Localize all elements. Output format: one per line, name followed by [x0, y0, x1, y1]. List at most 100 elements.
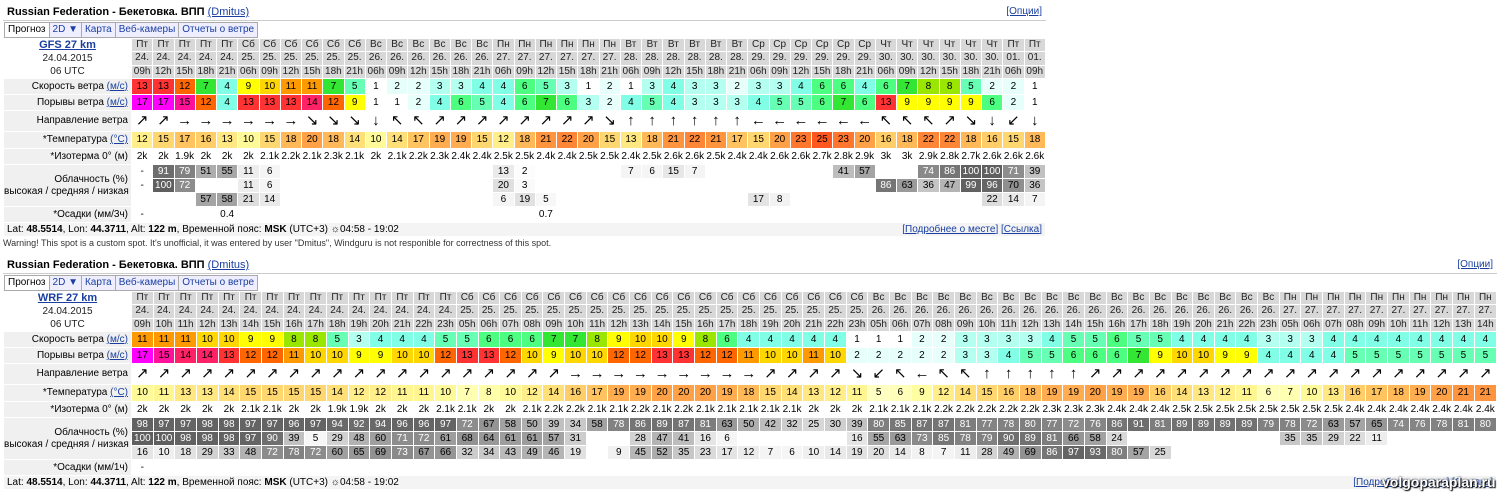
day-cell: Вс — [1213, 290, 1237, 306]
row-label: Скорость ветра (м/с) — [3, 331, 132, 348]
date-cell: 27. — [1452, 304, 1475, 319]
model-name[interactable]: WRF 27 km — [37, 292, 98, 305]
plain-cell: 3k — [895, 148, 919, 165]
hour-cell: 06h — [237, 64, 260, 80]
dir-cell: ↗ — [513, 110, 536, 132]
cloud-cell — [555, 192, 579, 207]
plain-cell — [917, 206, 940, 223]
temp-cell: 13 — [1192, 384, 1215, 402]
user-link[interactable]: (Dmitus) — [207, 259, 250, 271]
cloud-cell: 61 — [499, 431, 522, 446]
hour-cell: 16h — [1105, 317, 1129, 333]
day-cell: Пт — [282, 290, 306, 306]
temp-cell: 20 — [853, 131, 876, 149]
plain-cell — [895, 206, 919, 223]
wind-cell: 2 — [932, 331, 955, 348]
tab[interactable]: Отчеты о ветре — [178, 274, 259, 291]
cloud-cell — [385, 192, 409, 207]
tab[interactable]: Веб-камеры — [114, 21, 180, 38]
cloud-cell — [874, 164, 898, 179]
wind-cell: 8 — [304, 331, 327, 348]
cloud-cell: 63 — [1322, 417, 1345, 432]
cloud-cell: 14 — [824, 445, 847, 460]
cloud-cell: 39 — [845, 417, 869, 432]
day-cell: Пт — [152, 37, 175, 53]
unit-link[interactable]: (м/с) — [106, 349, 128, 361]
cloud-cell: 49 — [997, 445, 1020, 460]
temp-cell: 15 — [260, 384, 284, 402]
day-cell: Вс — [364, 37, 388, 53]
plain-cell: 2.2k — [542, 401, 566, 418]
hour-cell: 12h — [789, 64, 813, 80]
day-cell: Пн — [577, 37, 600, 53]
tab[interactable]: Отчеты о ветре — [178, 21, 259, 38]
footer-link[interactable]: [Подробнее о месте] — [1353, 476, 1450, 488]
temp-cell: 22 — [555, 131, 579, 149]
hour-cell: 14h — [650, 317, 674, 333]
date-cell: 25. — [237, 51, 260, 66]
footer-link[interactable]: [Ссылка] — [1001, 223, 1042, 235]
cloud-cell: 64 — [477, 431, 501, 446]
options-link[interactable]: [Опции] — [1006, 6, 1042, 17]
cloud-cell: 11 — [237, 164, 260, 179]
wind-cell: 6 — [1105, 347, 1129, 364]
hour-cell: 11h — [585, 317, 609, 333]
hour-cell: 14h — [239, 317, 262, 333]
wind-cell: 6 — [477, 331, 501, 348]
cloud-cell — [789, 164, 813, 179]
cloud-cell: 25 — [1148, 445, 1172, 460]
unit-link[interactable]: (м/с) — [106, 96, 128, 108]
plain-cell — [513, 206, 536, 223]
wind-cell: 5 — [1365, 347, 1389, 364]
cloud-cell: 63 — [895, 178, 919, 193]
cloud-cell: 86 — [874, 178, 898, 193]
dir-cell: ↖ — [874, 110, 898, 132]
tab[interactable]: Карта — [80, 21, 116, 38]
wind-cell: 13 — [152, 78, 175, 95]
unit-link[interactable]: (°C) — [110, 134, 128, 145]
temp-cell: 17 — [173, 131, 196, 149]
wind-cell: 3 — [449, 78, 473, 95]
cloud-cell: 31 — [564, 431, 587, 446]
cloud-cell — [364, 164, 388, 179]
tab[interactable]: Карта — [80, 274, 116, 291]
temp-cell: 17 — [407, 131, 430, 149]
cloud-cell: 57 — [194, 192, 218, 207]
user-link[interactable]: (Dmitus) — [207, 6, 250, 18]
footer-text: (UTC+3) ☼ — [286, 476, 340, 488]
dir-cell: ↖ — [407, 110, 430, 132]
tab[interactable]: 2D ▼ — [48, 21, 82, 38]
row-label-text: Скорость ветра — [31, 80, 104, 92]
cloud-cell: 77 — [1040, 417, 1064, 432]
model-name[interactable]: GFS 27 km — [39, 39, 96, 52]
hour-cell: 19h — [1170, 317, 1194, 333]
plain-cell: 2.1k — [258, 148, 281, 165]
temp-cell: 19 — [1127, 384, 1150, 402]
footer-link[interactable]: [Подробнее о месте] — [902, 223, 999, 235]
unit-link[interactable]: (°C) — [110, 387, 128, 398]
day-cell: Пт — [369, 290, 392, 306]
wind-cell: 9 — [369, 347, 392, 364]
unit-link[interactable]: (м/с) — [106, 333, 128, 345]
cloud-cell — [173, 192, 196, 207]
wind-cell: 4 — [1257, 347, 1280, 364]
unit-link[interactable]: (м/с) — [106, 80, 128, 92]
plain-cell: 2.6k — [1023, 148, 1046, 165]
date-cell: 26. — [1257, 304, 1280, 319]
tab[interactable]: 2D ▼ — [48, 274, 82, 291]
temp-cell: 19 — [715, 384, 739, 402]
wind-cell: 2 — [867, 347, 890, 364]
options-link[interactable]: [Опции] — [1457, 259, 1493, 270]
temp-cell: 21 — [704, 131, 728, 149]
tab[interactable]: Прогноз — [4, 21, 50, 38]
plain-cell: 2k — [131, 401, 154, 418]
cloud-cell: 8 — [910, 445, 934, 460]
hours-row: 09h 12h 15h 18h 21h 06h 09h 12h 15h 18h 21h 06h 09h 1… — [4, 64, 1046, 80]
day-cell: Пт — [194, 37, 218, 53]
tab[interactable]: Веб-камеры — [114, 274, 180, 291]
day-cell: Пт — [130, 37, 154, 53]
footer-link[interactable]: [Ссылка] — [1452, 476, 1493, 488]
cloud-cell — [662, 178, 685, 193]
plain-cell: 2.1k — [867, 401, 890, 418]
tab[interactable]: Прогноз — [4, 274, 50, 291]
